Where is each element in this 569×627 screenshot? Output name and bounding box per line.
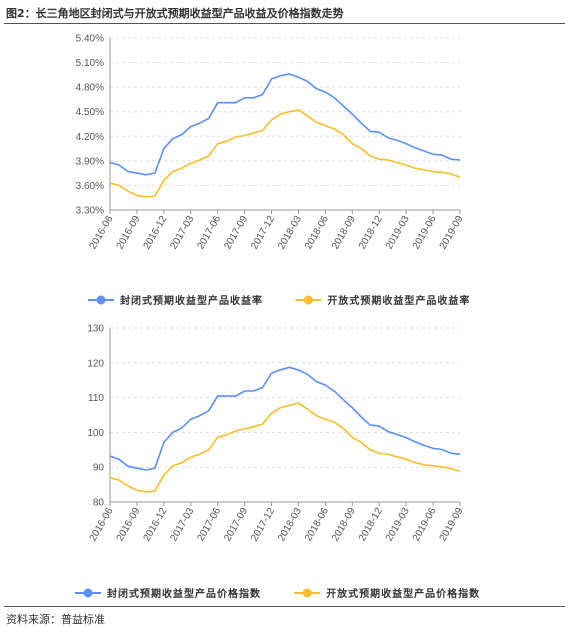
- y-tick-label: 4.20%: [76, 132, 104, 143]
- legend-marker: [303, 295, 313, 305]
- y-tick-label: 120: [87, 358, 104, 369]
- x-tick-label: 2017-03: [168, 506, 196, 544]
- x-tick-label: 2016-09: [115, 506, 143, 544]
- legend-item-2: 开放式预期收益型产品收益率: [295, 294, 470, 307]
- y-tick-label: 90: [93, 463, 105, 474]
- legend-item-2: 开放式预期收益型产品价格指数: [294, 587, 480, 600]
- figure-title: 图2：长三角地区封闭式与开放式预期收益型产品收益及价格指数走势: [6, 7, 344, 20]
- x-tick-label: 2017-09: [222, 506, 250, 544]
- series-line-2: [109, 109, 461, 198]
- x-tick-label: 2018-03: [276, 506, 304, 544]
- y-tick-label: 130: [87, 324, 104, 335]
- series-line-1: [109, 366, 461, 471]
- x-tick-label: 2016-12: [142, 506, 170, 544]
- y-tick-label: 4.80%: [76, 83, 104, 94]
- y-tick-label: 5.40%: [76, 34, 104, 45]
- x-tick-label: 2019-03: [384, 506, 412, 544]
- legend-item-1: 封闭式预期收益型产品价格指数: [75, 587, 261, 600]
- legend-marker: [302, 588, 312, 598]
- y-tick-label: 3.90%: [76, 156, 104, 167]
- y-tick-label: 4.50%: [76, 107, 104, 118]
- y-tick-label: 100: [87, 428, 104, 439]
- source-note: 资料来源：普益标准: [6, 613, 105, 626]
- x-tick-label: 2016-06: [88, 506, 116, 544]
- y-tick-label: 3.30%: [76, 206, 104, 217]
- x-tick-label: 2019-06: [411, 506, 439, 544]
- legend-item-1: 封闭式预期收益型产品收益率: [88, 294, 263, 307]
- yield-rate-chart: 5.40% 5.10% 4.80% 4.50% 4.20% 3.90% 3.60% 3.30%…: [76, 34, 470, 308]
- y-tick-label: 80: [93, 498, 105, 509]
- y-tick-label: 110: [88, 393, 104, 404]
- legend-label: 封闭式预期收益型产品收益率: [120, 294, 263, 307]
- y-tick-label: 3.60%: [76, 181, 104, 192]
- x-tick-label: 2017-06: [195, 506, 223, 544]
- top-rule: [4, 23, 565, 24]
- x-tick-label: 2018-06: [303, 506, 331, 544]
- series-line-2: [109, 402, 461, 493]
- series-line-1: [109, 73, 461, 176]
- legend-marker: [83, 588, 93, 598]
- x-tick-label: 2017-12: [249, 506, 277, 544]
- legend-marker: [96, 295, 106, 305]
- bottom-rule: [4, 606, 565, 607]
- legend-label: 封闭式预期收益型产品价格指数: [107, 587, 261, 600]
- y-tick-label: 5.10%: [76, 58, 104, 69]
- x-tick-label: 2018-12: [357, 506, 385, 544]
- x-tick-label: 2019-09: [438, 506, 466, 544]
- legend-label: 开放式预期收益型产品收益率: [327, 294, 470, 307]
- legend-label: 开放式预期收益型产品价格指数: [326, 587, 480, 600]
- x-tick-label: 2018-09: [330, 506, 358, 544]
